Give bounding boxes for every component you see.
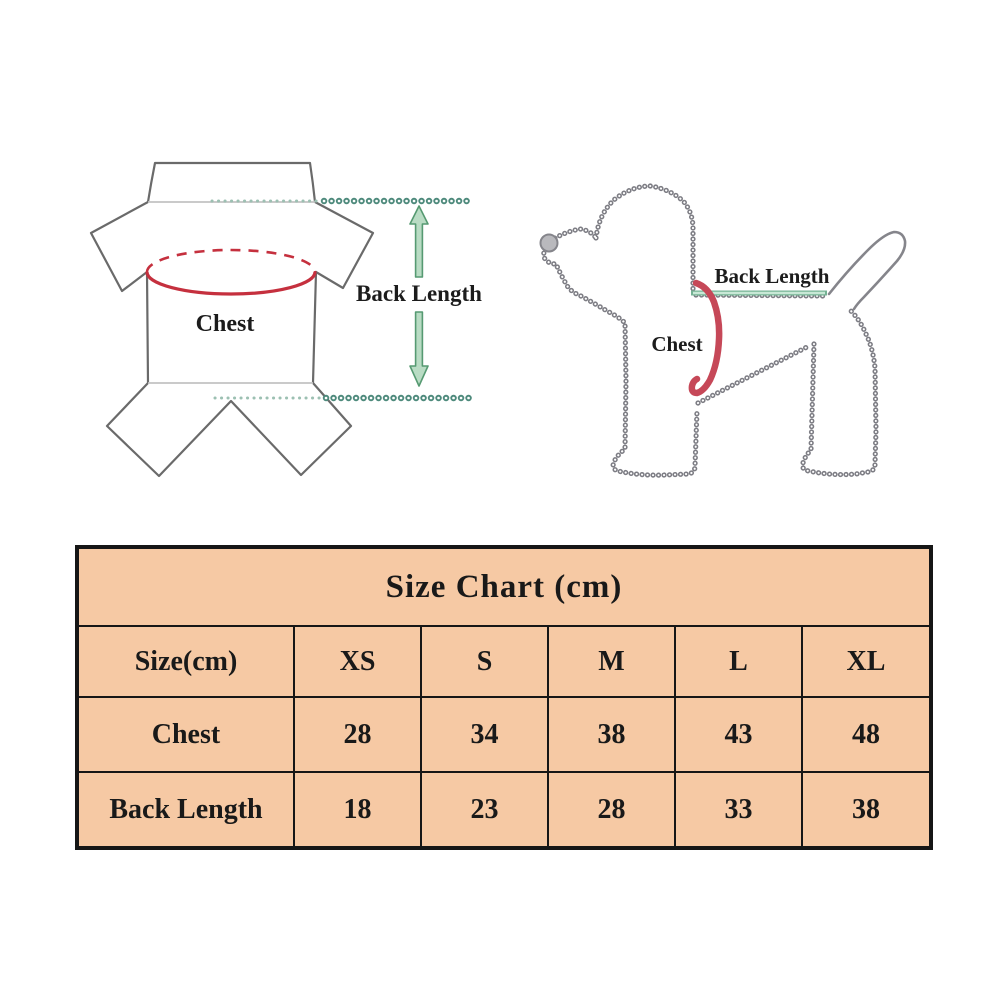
back-length-row: Back Length 18 23 28 33 38: [76, 771, 933, 849]
dog-chest-curve: [688, 279, 723, 397]
cell-chest-xl: 48: [800, 696, 933, 773]
measurement-diagrams: Chest Back Length Back Length Chest: [89, 161, 907, 540]
size-chart-title: Size Chart (cm): [75, 546, 933, 627]
dog-chest-label: Chest: [651, 332, 702, 356]
row-label-back-length: Back Length: [76, 771, 295, 849]
size-chart-section: Size Chart (cm) Size(cm) XS S M L XL Che…: [75, 545, 934, 850]
dog-tail: [827, 230, 907, 311]
cell-back-length-m: 28: [547, 771, 676, 849]
col-header-xs: XS: [293, 625, 422, 698]
col-header-xl: XL: [800, 625, 933, 698]
garment-diagram: Chest Back Length: [89, 161, 482, 478]
cell-back-length-s: 23: [420, 771, 549, 849]
cell-back-length-xs: 18: [293, 771, 422, 849]
dog-nose: [539, 233, 559, 253]
garment-back-length-label: Back Length: [356, 281, 482, 306]
dog-outline-bead-holes: [542, 184, 878, 477]
row-label-chest: Chest: [76, 696, 295, 773]
col-header-s: S: [420, 625, 549, 698]
col-header-l: L: [674, 625, 803, 698]
chest-row: Chest 28 34 38 43 48: [76, 696, 933, 773]
chest-ellipse-solid-bottom: [145, 271, 317, 296]
cell-back-length-xl: 38: [800, 771, 933, 849]
col-header-m: M: [547, 625, 676, 698]
back-length-arrow-down: [409, 311, 429, 387]
size-chart-title-row: Size Chart (cm): [75, 546, 933, 627]
dog-back-length-label: Back Length: [715, 264, 830, 288]
cell-chest-l: 43: [674, 696, 803, 773]
cell-back-length-l: 33: [674, 771, 803, 849]
size-chart-header-row: Size(cm) XS S M L XL: [76, 625, 933, 698]
dog-diagram: Back Length Chest: [539, 184, 907, 477]
garment-outline: [89, 161, 375, 478]
cell-chest-m: 38: [547, 696, 676, 773]
chest-ellipse-dashed-top: [145, 248, 317, 273]
dog-outline-beads: [544, 186, 876, 475]
garment-chest-label: Chest: [196, 311, 255, 337]
size-chart-table: Size Chart (cm) Size(cm) XS S M L XL Che…: [75, 545, 934, 850]
cell-chest-s: 34: [420, 696, 549, 773]
back-length-arrow-up: [409, 205, 429, 278]
cell-chest-xs: 28: [293, 696, 422, 773]
col-header-size: Size(cm): [76, 625, 295, 698]
